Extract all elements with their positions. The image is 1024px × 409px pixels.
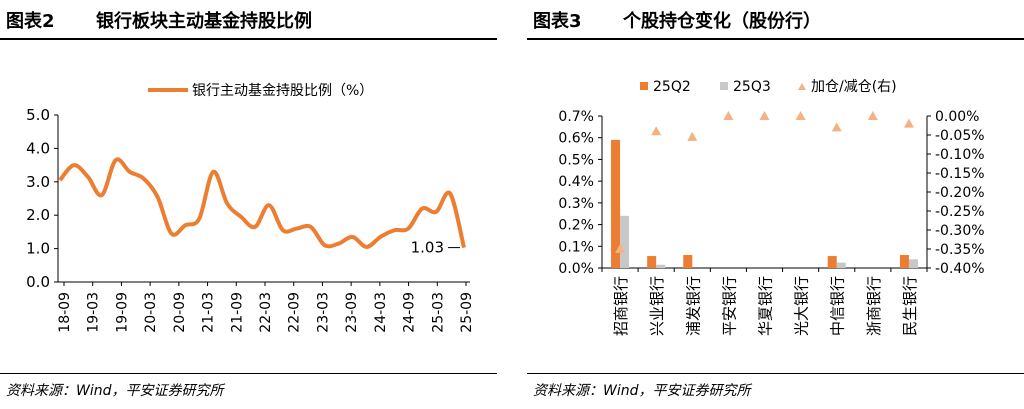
y-left-tick-label: 0.1% [558, 239, 594, 255]
category-label: 浦发银行 [684, 276, 702, 336]
line-chart-holding-ratio: 银行主动基金持股比例（%） 0.0 1.0 2.0 3.0 4.0 5.0 18-09 19-0… [26, 82, 475, 333]
y-left-tick-label: 0.4% [558, 174, 594, 190]
y-left-tick-label: 0.0% [558, 261, 594, 277]
x-tick-label: 23-03 [315, 292, 331, 333]
y-right-tick-label: -0.35% [935, 242, 985, 258]
left-title-rule [0, 38, 497, 40]
legend-label-25q2: 25Q2 [653, 79, 691, 95]
category-label: 兴业银行 [648, 276, 666, 336]
change-triangle-marker [867, 111, 878, 120]
legend-swatch-25q2 [640, 82, 648, 90]
x-tick-label: 20-03 [143, 292, 159, 333]
left-figure-header: 图表2 银行板块主动基金持股比例 [0, 0, 497, 38]
legend-label-change: 加仓/减仓(右) [811, 79, 897, 95]
legend-label: 银行主动基金持股比例（%） [192, 82, 373, 99]
y-left-tick-label: 0.2% [558, 218, 594, 234]
y-left-tick-label: 0.6% [558, 131, 594, 147]
bar-25q2 [647, 256, 657, 268]
y-left-tick-label: 0.3% [558, 196, 594, 212]
y-left-tick-label: 0.5% [558, 152, 594, 168]
y-right-tick-label: -0.05% [935, 128, 985, 144]
bar-25q2 [683, 254, 693, 268]
bar-25q3 [656, 264, 666, 268]
change-triangle-marker [759, 111, 770, 120]
left-source-rule [0, 373, 497, 374]
right-figure-panel: 图表3 个股持仓变化（股份行） 25Q2 25Q3 加仓/减仓(右) 0.0% 0.1%… [527, 0, 1024, 409]
change-triangle-marker [795, 111, 806, 120]
x-tick-label: 19-03 [86, 292, 102, 333]
legend-triangle-marker [798, 83, 806, 90]
left-source-note: 资料来源：Wind，平安证券研究所 [6, 383, 224, 399]
y-left-tick-label: 0.7% [558, 109, 594, 125]
bar-chart-position-change: 25Q2 25Q3 加仓/减仓(右) 0.0% 0.1% 0.2% 0.3% 0.4% 0.5%… [558, 79, 985, 336]
series-line [58, 157, 466, 249]
y-tick-label: 0.0 [26, 273, 50, 291]
y-tick-label: 3.0 [26, 173, 50, 191]
x-tick-label: 24-09 [402, 292, 418, 333]
category-label: 平安银行 [720, 276, 738, 336]
bar-25q2 [827, 256, 837, 268]
right-figure-number: 图表3 [533, 11, 582, 32]
category-label: 光大银行 [793, 276, 811, 336]
category-label: 招商银行 [612, 276, 630, 336]
y-tick-label: 1.0 [26, 240, 50, 258]
x-tick-label: 21-03 [201, 292, 217, 333]
y-right-tick-label: -0.15% [935, 166, 985, 182]
x-tick-label: 20-09 [172, 292, 188, 333]
x-tick-label: 22-03 [258, 292, 274, 333]
y-tick-label: 2.0 [26, 206, 50, 224]
right-figure-title: 个股持仓变化（股份行） [623, 11, 821, 32]
left-figure-panel: 图表2 银行板块主动基金持股比例 银行主动基金持股比例（%） 0.0 1.0 2.0 3… [0, 0, 497, 409]
left-figure-number: 图表2 [6, 11, 55, 32]
y-right-tick-label: 0.00% [935, 109, 979, 125]
y-tick-label: 5.0 [26, 106, 50, 124]
category-label: 中信银行 [829, 276, 847, 336]
y-right-tick-label: -0.40% [935, 261, 985, 277]
category-label: 华夏银行 [757, 276, 775, 336]
change-triangle-marker [615, 244, 626, 253]
change-triangle-marker [687, 131, 698, 141]
x-tick-label: 22-09 [287, 292, 303, 333]
x-tick-label: 18-09 [57, 292, 73, 333]
change-triangle-marker [831, 122, 842, 132]
x-tick-label: 21-09 [229, 292, 245, 333]
y-tick-label: 4.0 [26, 139, 50, 157]
right-title-rule [527, 38, 1024, 40]
legend-swatch-25q3 [720, 82, 728, 90]
legend-label-25q3: 25Q3 [733, 79, 771, 95]
y-right-tick-label: -0.10% [935, 147, 985, 163]
right-figure-header: 图表3 个股持仓变化（股份行） [527, 0, 1024, 38]
right-source-rule [527, 373, 1024, 374]
bar-25q3 [908, 259, 918, 268]
change-triangle-marker [903, 118, 914, 128]
category-label: 民生银行 [901, 276, 919, 336]
category-label: 浙商银行 [865, 276, 883, 336]
bar-25q2 [899, 254, 909, 268]
x-tick-label: 19-09 [114, 292, 130, 333]
y-right-tick-label: -0.20% [935, 185, 985, 201]
right-source-note: 资料来源：Wind，平安证券研究所 [533, 383, 751, 399]
x-tick-label: 25-09 [459, 292, 475, 333]
bar-25q3 [620, 215, 630, 268]
y-right-tick-label: -0.30% [935, 223, 985, 239]
bar-25q2 [611, 139, 621, 268]
change-triangle-marker [723, 111, 734, 120]
x-tick-label: 23-09 [344, 292, 360, 333]
x-tick-label: 24-03 [373, 292, 389, 333]
bar-25q3 [836, 262, 846, 268]
y-right-tick-label: -0.25% [935, 204, 985, 220]
left-figure-title: 银行板块主动基金持股比例 [96, 11, 312, 32]
x-tick-label: 25-03 [430, 292, 446, 333]
change-triangle-marker [651, 126, 662, 136]
annotation-label: 1.03 [411, 239, 444, 257]
